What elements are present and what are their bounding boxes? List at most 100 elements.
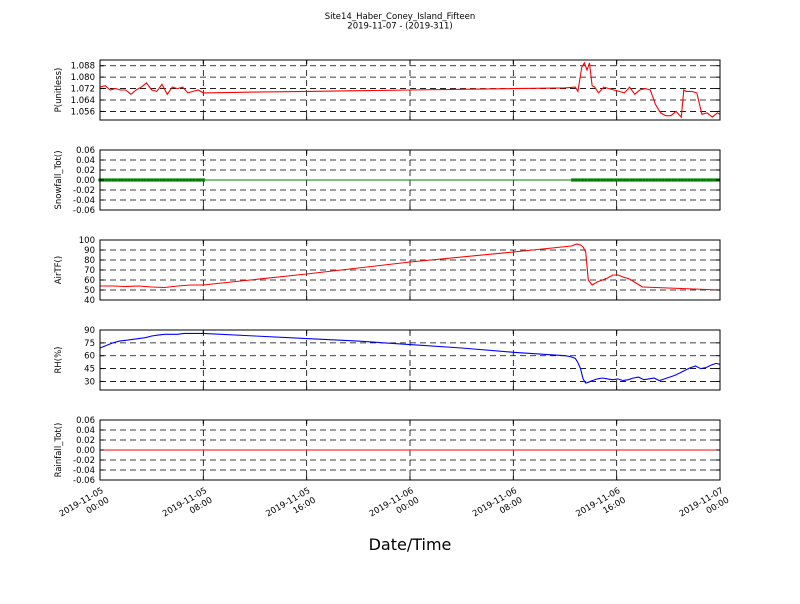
y-tick-label: 0.06 — [76, 416, 95, 426]
y-axis-label: P(unitless) — [54, 68, 64, 113]
data-point — [162, 178, 167, 182]
data-point — [609, 178, 614, 182]
data-point — [626, 178, 630, 182]
data-point — [140, 178, 144, 182]
data-point — [600, 178, 604, 182]
data-point — [172, 178, 176, 182]
data-point — [606, 178, 610, 182]
data-point — [613, 178, 617, 182]
y-tick-label: 0.06 — [76, 146, 95, 156]
data-point — [185, 178, 189, 182]
data-point — [143, 178, 147, 182]
data-point — [146, 178, 151, 182]
y-tick-label: -0.04 — [73, 466, 95, 476]
y-tick-label: 40 — [84, 296, 95, 306]
y-tick-label: 1.072 — [71, 85, 95, 95]
y-tick-label: 90 — [84, 326, 95, 336]
data-point — [111, 178, 115, 182]
data-point — [574, 178, 578, 182]
data-point — [677, 178, 681, 182]
data-point — [153, 178, 157, 182]
data-point — [108, 178, 112, 182]
data-point — [577, 178, 581, 182]
data-point — [166, 178, 170, 182]
data-point — [710, 178, 714, 182]
data-point — [629, 178, 633, 182]
data-point — [150, 178, 154, 182]
data-point — [584, 178, 588, 182]
data-point — [648, 178, 652, 182]
data-point — [201, 178, 205, 182]
data-point — [198, 178, 202, 182]
data-point — [632, 178, 636, 182]
data-point — [703, 178, 707, 182]
data-point — [192, 178, 196, 182]
y-tick-label: 1.064 — [71, 96, 95, 106]
data-point — [121, 178, 125, 182]
data-point — [580, 178, 585, 182]
y-tick-label: 50 — [84, 286, 95, 296]
data-point — [587, 178, 591, 182]
data-point — [668, 178, 672, 182]
chart-title: Site14_Haber_Coney_Island_Fifteen — [325, 12, 476, 22]
data-point — [661, 178, 665, 182]
data-point — [622, 178, 627, 182]
y-tick-label: 1.088 — [71, 62, 95, 72]
y-tick-label: 1.056 — [71, 107, 95, 117]
data-point — [188, 178, 193, 182]
y-tick-label: -0.02 — [73, 186, 95, 196]
data-point — [690, 178, 694, 182]
y-tick-label: 0.00 — [76, 176, 95, 186]
y-axis-label: RH(%) — [54, 346, 64, 373]
data-point — [124, 178, 128, 182]
y-axis-label: Rainfall_Tot() — [54, 423, 64, 478]
y-tick-label: 90 — [84, 246, 95, 256]
y-tick-label: 70 — [84, 266, 95, 276]
data-point — [635, 178, 639, 182]
y-tick-label: -0.06 — [73, 206, 95, 216]
data-point — [571, 178, 575, 182]
data-point — [674, 178, 678, 182]
data-point — [638, 178, 643, 182]
data-point — [127, 178, 131, 182]
data-point — [680, 178, 685, 182]
data-point — [603, 178, 607, 182]
data-point — [687, 178, 691, 182]
series-markers-1 — [98, 178, 720, 182]
data-point — [169, 178, 173, 182]
data-point — [713, 178, 717, 182]
data-point — [651, 178, 656, 182]
data-point — [693, 178, 698, 182]
y-tick-label: 0.02 — [76, 166, 95, 176]
data-point — [596, 178, 601, 182]
y-tick-label: 0.00 — [76, 446, 95, 456]
data-point — [700, 178, 704, 182]
data-point — [616, 178, 620, 182]
data-point — [182, 178, 186, 182]
data-point — [156, 178, 160, 182]
y-tick-label: 80 — [84, 256, 95, 266]
series-line-3 — [99, 332, 721, 384]
y-tick-label: 30 — [84, 377, 95, 387]
y-tick-label: 75 — [84, 339, 95, 349]
y-tick-label: 45 — [84, 365, 95, 375]
y-axis-label: Snowfall_Tot() — [54, 150, 64, 209]
data-point — [130, 178, 134, 182]
x-axis-label: Date/Time — [369, 535, 452, 554]
panel-1: -0.06-0.04-0.020.000.020.040.06 Snowfall_… — [54, 146, 721, 216]
data-point — [133, 178, 138, 182]
data-point — [179, 178, 183, 182]
y-tick-label: -0.06 — [73, 476, 95, 486]
series-line-2 — [100, 243, 721, 291]
y-tick-label: 60 — [84, 276, 95, 286]
data-point — [642, 178, 646, 182]
data-point — [655, 178, 659, 182]
data-point — [619, 178, 623, 182]
data-point — [658, 178, 662, 182]
y-tick-label: 0.04 — [76, 426, 95, 436]
data-point — [590, 178, 594, 182]
